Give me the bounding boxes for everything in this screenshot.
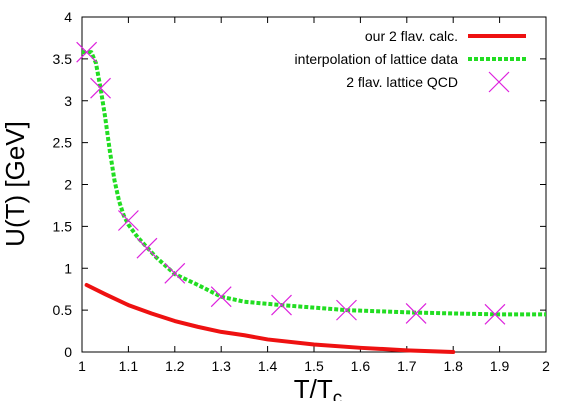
x-tick-label: 1.7 <box>397 358 417 374</box>
x-axis-label-subscript: c <box>333 388 343 401</box>
x-tick-label: 1.5 <box>304 358 324 374</box>
series-layer <box>76 41 546 354</box>
y-axis-label: U(T) [GeV] <box>0 121 30 247</box>
plot-frame <box>81 16 547 353</box>
lattice-data-point <box>117 210 139 231</box>
series-line-interpolation <box>82 50 546 317</box>
y-tick-label: 3.5 <box>53 51 73 67</box>
y-tick-label: 0.5 <box>53 302 73 318</box>
lattice-data-point <box>164 262 186 284</box>
x-tick-label: 1.9 <box>490 358 510 374</box>
y-tick-label: 0 <box>64 344 72 360</box>
lattice-data-point <box>76 41 98 63</box>
x-tick-label: 1.3 <box>211 358 231 374</box>
y-tick-label: 3 <box>64 93 72 109</box>
legend-label: our 2 flav. calc. <box>365 28 458 44</box>
y-tick-label: 1.5 <box>53 218 73 234</box>
lattice-data-point <box>336 299 357 321</box>
lattice-data-point <box>405 303 427 324</box>
y-tick-label: 4 <box>64 9 72 25</box>
legend-label: interpolation of lattice data <box>295 51 459 67</box>
lattice-data-point <box>136 237 158 259</box>
x-tick-label: 1.2 <box>165 358 185 374</box>
x-tick-label: 1.4 <box>258 358 278 374</box>
series-line-2-flav-calc <box>84 283 456 354</box>
y-tick-label: 2.5 <box>53 135 73 151</box>
y-tick-label: 2 <box>64 177 72 193</box>
legend: our 2 flav. calc. interpolation of lattic… <box>295 28 526 93</box>
x-tick-label: 1 <box>78 358 86 374</box>
lattice-data-point <box>90 77 111 99</box>
lattice-data-point <box>210 286 232 308</box>
axis-ticks: 1 1.1 1.2 1.3 1.4 1.5 1.6 1.7 1.8 1.9 2 0 0.5 1 1.5 2 2.… <box>53 9 551 374</box>
x-tick-label: 1.6 <box>351 358 371 374</box>
x-tick-label: 2 <box>542 358 550 374</box>
lattice-data-point <box>484 303 506 325</box>
x-tick-label: 1.8 <box>443 358 463 374</box>
legend-swatch-marker <box>488 71 510 93</box>
legend-label: 2 flav. lattice QCD <box>346 74 458 90</box>
x-axis-label: T/Tc <box>294 374 343 401</box>
x-tick-label: 1.1 <box>119 358 139 374</box>
x-axis-label-main: T/T <box>294 374 333 401</box>
y-tick-label: 1 <box>64 260 72 276</box>
lattice-data-point <box>271 294 292 316</box>
